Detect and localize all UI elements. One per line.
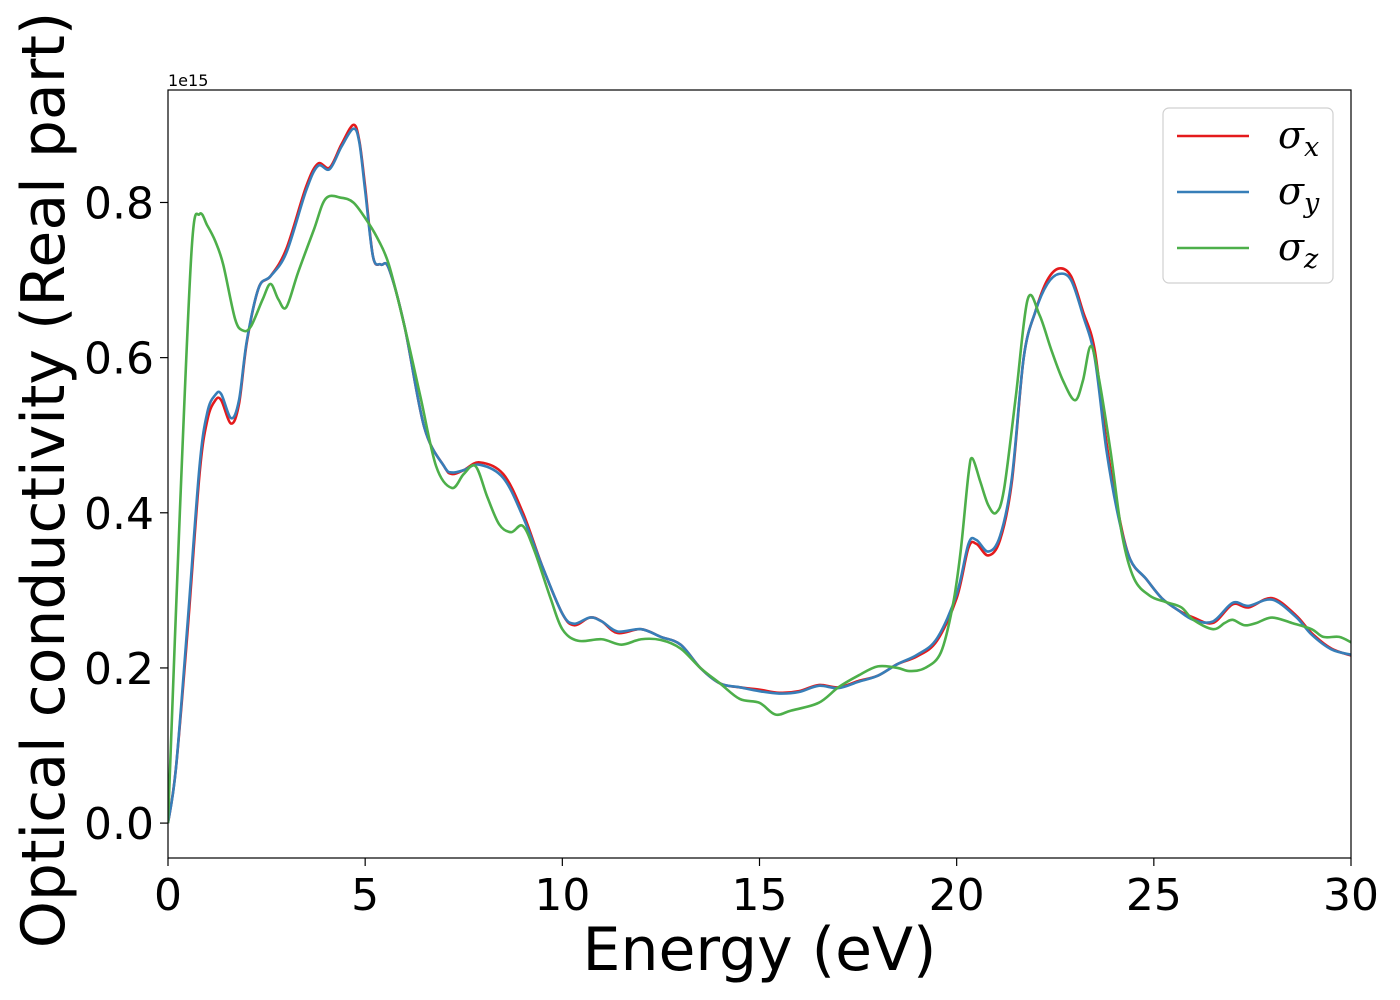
x-tick-label: 30 xyxy=(1323,870,1379,921)
x-tick-label: 15 xyxy=(732,870,788,921)
y-tick-label: 0.4 xyxy=(84,489,154,540)
x-tick-label: 10 xyxy=(534,870,590,921)
series-line-sigma-z xyxy=(168,194,1351,824)
legend-box xyxy=(1162,107,1334,284)
y-axis-ticks: 0.0 0.2 0.4 0.6 0.8 xyxy=(84,178,168,850)
y-axis-label: Optical conductivity (Real part) xyxy=(9,12,79,949)
y-tick-label: 0.0 xyxy=(84,799,154,850)
legend-label-sigma-x: σx xyxy=(1278,113,1319,163)
y-axis-offset-text: 1e15 xyxy=(168,71,208,90)
x-tick-label: 25 xyxy=(1126,870,1182,921)
y-tick-label: 0.8 xyxy=(84,178,154,229)
legend-label-sigma-y: σy xyxy=(1278,169,1320,219)
legend-label-symbol: σ xyxy=(1278,169,1305,213)
legend-label-subscript: x xyxy=(1304,132,1319,163)
x-axis-ticks: 0 5 10 15 20 25 30 xyxy=(154,858,1379,921)
y-tick-label: 0.6 xyxy=(84,334,154,385)
legend-label-subscript: z xyxy=(1303,244,1319,275)
x-tick-label: 5 xyxy=(351,870,379,921)
x-tick-label: 20 xyxy=(929,870,985,921)
series-lines xyxy=(168,123,1351,824)
x-axis-label: Energy (eV) xyxy=(583,915,937,985)
legend-label-symbol: σ xyxy=(1278,113,1305,157)
legend-label-subscript: y xyxy=(1303,188,1320,219)
legend-label-symbol: σ xyxy=(1278,225,1305,269)
y-tick-label: 0.2 xyxy=(84,644,154,695)
x-tick-label: 0 xyxy=(154,870,182,921)
legend-label-sigma-z: σz xyxy=(1278,225,1319,275)
